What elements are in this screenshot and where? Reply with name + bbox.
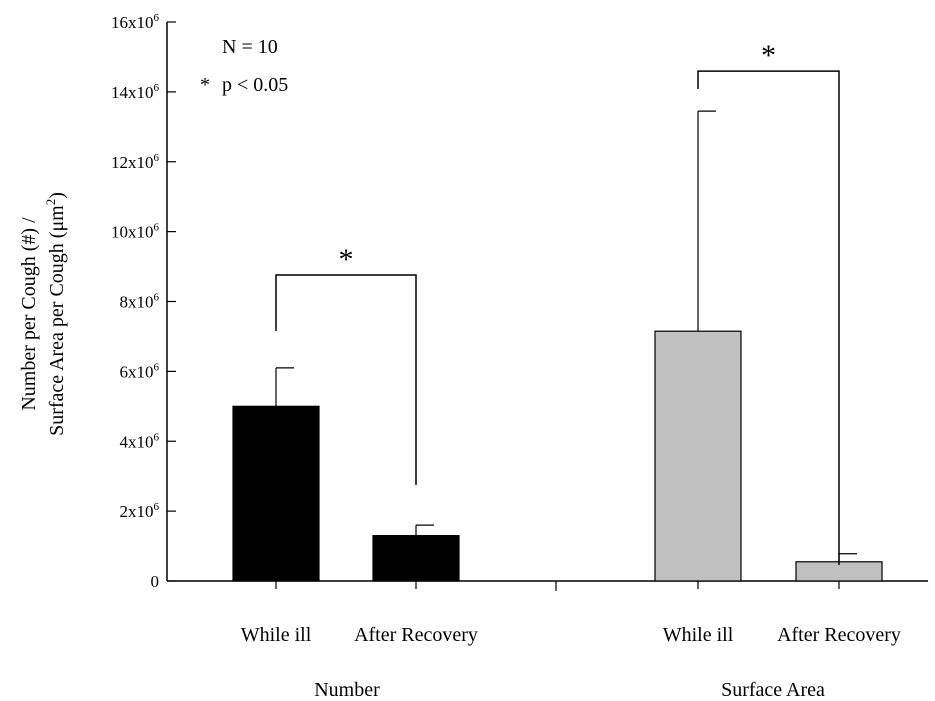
x-group-label: Surface Area	[721, 679, 825, 701]
y-tick-label: 6x106	[120, 361, 160, 381]
significance-star: *	[761, 39, 776, 72]
x-category-label: While ill	[241, 624, 312, 646]
y-tick-label: 2x106	[120, 501, 160, 521]
y-axis-label-line1: Number per Cough (#) /	[18, 217, 40, 411]
y-tick-label: 10x106	[111, 222, 160, 242]
significance-bracket	[275, 274, 417, 485]
x-category-label: After Recovery	[354, 624, 478, 646]
y-tick-label: 14x106	[111, 82, 160, 102]
x-category-label: While ill	[663, 624, 734, 646]
significance-brackets: **	[275, 39, 840, 565]
x-group-label: Number	[314, 679, 380, 701]
significance-bracket	[697, 70, 840, 565]
y-tick-label: 12x106	[111, 152, 160, 172]
annotation-n: N = 10	[222, 36, 278, 58]
y-axis-label-line2: Surface Area per Cough (μm2)	[43, 192, 68, 436]
bar	[372, 534, 460, 582]
y-tick-label: 4x106	[120, 431, 160, 451]
annotation-star: *	[200, 74, 210, 96]
y-tick-label: 0	[151, 572, 160, 591]
significance-star: *	[339, 243, 354, 276]
bars	[232, 110, 883, 582]
x-category-label: After Recovery	[777, 624, 901, 646]
annotation-p: p < 0.05	[222, 74, 288, 96]
bar	[232, 405, 320, 582]
y-tick-label: 16x106	[111, 12, 160, 32]
y-tick-label: 8x106	[120, 292, 160, 312]
bar	[654, 330, 742, 582]
y-axis: 0 2x106 4x106 6x106 8x106 10x106 12x106 14x106 1…	[111, 12, 176, 591]
x-axis: While ill After Recovery Number While ill Af…	[167, 580, 928, 701]
